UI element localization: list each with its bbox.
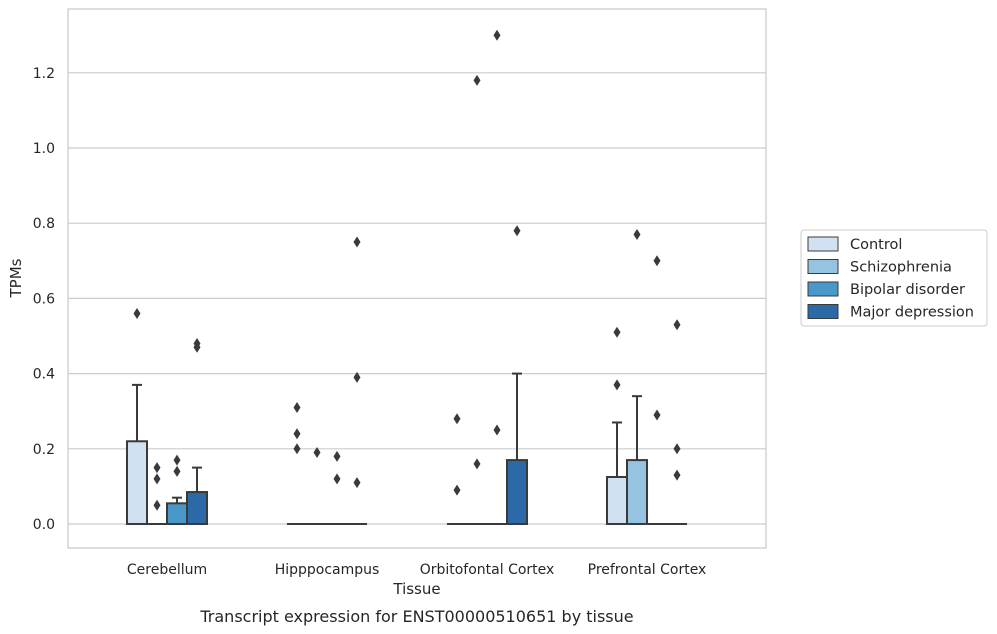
y-tick-label: 0.4 xyxy=(33,367,55,383)
outlier-point xyxy=(353,477,361,489)
box-body xyxy=(166,502,188,526)
outlier-point xyxy=(173,454,181,466)
outlier-point xyxy=(353,371,361,383)
box-3-4 xyxy=(647,255,667,525)
outlier-point xyxy=(453,484,461,496)
x-tick-label: Prefrontal Cortex xyxy=(588,562,707,578)
box-2-2 xyxy=(307,447,327,525)
outlier-point xyxy=(673,319,681,331)
outlier-point xyxy=(613,379,621,391)
outlier-point xyxy=(493,424,501,436)
legend-frame xyxy=(800,229,988,327)
outlier-point xyxy=(153,462,161,474)
plot-frame xyxy=(67,8,767,549)
x-tick-label: Orbitofontal Cortex xyxy=(420,562,555,578)
outlier-point xyxy=(673,469,681,481)
outlier-point xyxy=(353,236,361,248)
box-body xyxy=(186,491,208,526)
legend-label: Major depression xyxy=(850,305,974,321)
outlier-point xyxy=(473,458,481,470)
y-tick-label: 0.2 xyxy=(33,442,55,458)
outlier-point xyxy=(293,401,301,413)
x-tick-labels: Cerebellum Hipppocampus Orbitofontal Corte… xyxy=(127,562,706,578)
box-2-1 xyxy=(147,462,167,525)
y-axis-label: TPMs xyxy=(7,258,25,298)
y-tick-label: 1.2 xyxy=(33,66,55,82)
outlier-point xyxy=(613,326,621,338)
grid-lines xyxy=(68,72,766,525)
outlier-point xyxy=(513,225,521,237)
box-4-1 xyxy=(186,338,208,526)
outlier-point xyxy=(333,473,341,485)
outlier-point xyxy=(673,443,681,455)
y-tick-label: 0.8 xyxy=(33,216,55,232)
y-tick-labels: 0.0 0.2 0.4 0.6 0.8 1.0 1.2 xyxy=(33,66,55,533)
legend-swatch xyxy=(807,304,839,319)
chart-caption: Transcript expression for ENST0000051065… xyxy=(199,607,633,626)
box-2-3 xyxy=(467,74,487,525)
outlier-point xyxy=(493,29,501,41)
legend-label: Control xyxy=(850,237,902,253)
outlier-point xyxy=(653,255,661,267)
outlier-point xyxy=(293,428,301,440)
outlier-point xyxy=(633,228,641,240)
box-body xyxy=(126,440,148,525)
outlier-point xyxy=(293,443,301,455)
y-tick-label: 0.0 xyxy=(33,517,55,533)
outlier-point xyxy=(653,409,661,421)
box-body xyxy=(506,459,528,525)
outlier-point xyxy=(473,74,481,86)
box-4-2 xyxy=(347,236,367,525)
outlier-point xyxy=(153,499,161,511)
outlier-point xyxy=(193,341,201,353)
box-body xyxy=(606,476,628,525)
box-3-2 xyxy=(327,450,347,525)
outlier-point xyxy=(313,447,321,459)
box-body xyxy=(626,459,648,525)
box-1-1 xyxy=(126,307,148,525)
x-tick-label: Hipppocampus xyxy=(275,562,380,578)
box-3-1 xyxy=(166,454,188,526)
outlier-point xyxy=(173,465,181,477)
box-1-4 xyxy=(606,326,628,525)
legend-label: Schizophrenia xyxy=(850,260,952,276)
box-3-3 xyxy=(487,29,507,525)
legend-swatch xyxy=(807,281,839,297)
box-1-2 xyxy=(287,401,307,525)
box-1-3 xyxy=(447,413,467,525)
outlier-point xyxy=(133,307,141,319)
y-tick-label: 1.0 xyxy=(33,141,55,157)
x-axis-label: Tissue xyxy=(392,580,440,598)
legend-label: Bipolar disorder xyxy=(850,282,965,298)
box-4-3 xyxy=(506,225,528,525)
outlier-point xyxy=(153,473,161,485)
legend: Control Schizophrenia Bipolar disorder Majo… xyxy=(800,229,988,327)
outlier-point xyxy=(333,450,341,462)
box-layer xyxy=(126,29,687,526)
x-tick-label: Cerebellum xyxy=(127,562,207,578)
legend-swatch xyxy=(807,259,839,274)
outlier-point xyxy=(453,413,461,425)
box-4-4 xyxy=(667,319,687,525)
y-tick-label: 0.6 xyxy=(33,291,55,307)
legend-swatch xyxy=(807,236,839,252)
box-2-4 xyxy=(626,228,648,525)
